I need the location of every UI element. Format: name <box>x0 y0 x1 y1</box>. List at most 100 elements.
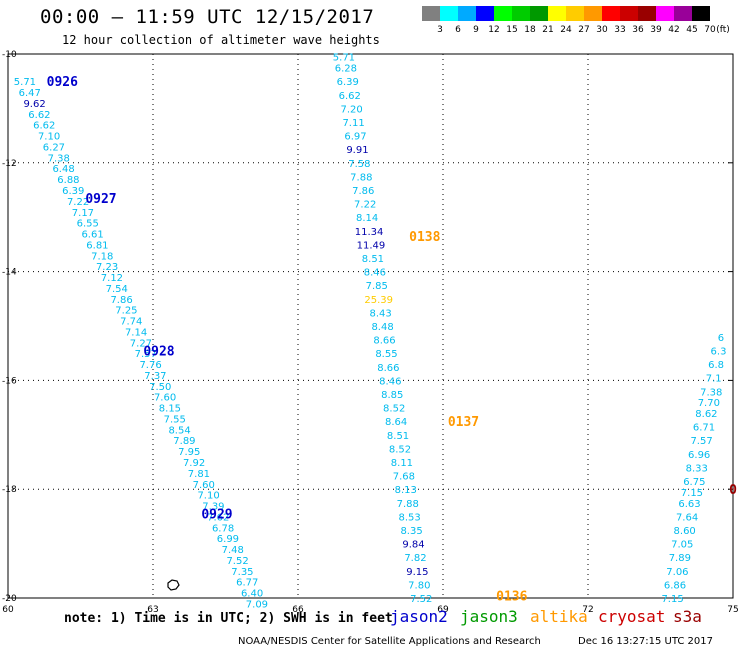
swh-value: 8.51 <box>387 431 409 442</box>
legend-swatch <box>602 6 620 21</box>
swh-value: 8.60 <box>674 526 696 537</box>
swh-value: 7.38 <box>700 387 722 398</box>
swh-value: 7.64 <box>676 512 698 523</box>
swh-value: 6.8 <box>708 360 724 371</box>
swh-value: 7.57 <box>690 436 712 447</box>
swh-value: 8.14 <box>356 213 378 224</box>
swh-value: 6.39 <box>337 77 359 88</box>
swh-value: 6.86 <box>664 580 686 591</box>
swh-value: 9.91 <box>346 145 368 156</box>
swh-value: 6.77 <box>236 578 258 589</box>
swh-value: 7.81 <box>188 469 210 480</box>
units-note: note: 1) Time is in UTC; 2) SWH is in fe… <box>64 611 393 626</box>
swh-value: 7.12 <box>101 273 123 284</box>
swh-value: 7.48 <box>222 545 244 556</box>
swh-value: 7.92 <box>183 458 205 469</box>
swh-value: 7.15 <box>661 594 683 605</box>
footer-timestamp: Dec 16 13:27:15 UTC 2017 <box>578 636 713 647</box>
swh-value: 7.10 <box>197 491 219 502</box>
swh-value: 7.95 <box>178 447 200 458</box>
satellite-name-s3a: s3a <box>673 607 702 626</box>
swh-value: 5.71 <box>333 53 355 64</box>
lon-tick-label: 75 <box>727 605 738 615</box>
swh-value: 8.35 <box>400 526 422 537</box>
legend-swatch <box>638 6 656 21</box>
swh-value: 7.22 <box>67 197 89 208</box>
swh-value: 7.18 <box>91 251 113 262</box>
swh-value: 7.88 <box>397 499 419 510</box>
lon-tick-label: 69 <box>437 605 449 615</box>
legend-label: 6 <box>455 25 461 35</box>
swh-value: 7.52 <box>410 594 432 605</box>
lat-tick-label: -20 <box>2 594 17 604</box>
swh-value: 7.74 <box>120 317 142 328</box>
lon-tick-label: 60 <box>2 605 14 615</box>
swh-value: 7.86 <box>110 295 132 306</box>
legend-label: 27 <box>578 25 590 35</box>
swh-value: 7.50 <box>149 382 171 393</box>
swh-value: 7.38 <box>48 153 70 164</box>
swh-value: 7.54 <box>106 284 128 295</box>
swh-value: 6.71 <box>693 423 715 434</box>
rodrigues-island-shape <box>167 579 180 591</box>
swh-value: 7.14 <box>125 327 147 338</box>
swh-value: 8.52 <box>389 444 411 455</box>
swh-value: 7.1 <box>706 374 722 385</box>
swh-value: 9.15 <box>406 567 428 578</box>
swh-value: 8.54 <box>168 425 190 436</box>
altimeter-tracks: 5.716.479.626.626.627.106.277.386.486.88… <box>14 53 737 611</box>
swh-value: 7.27 <box>130 338 152 349</box>
swh-value: 6.75 <box>683 477 705 488</box>
swh-value: 7.82 <box>404 553 426 564</box>
swh-value: 9.62 <box>23 99 45 110</box>
pass-time-label: 0 <box>729 483 737 498</box>
swh-value: 7.11 <box>342 118 364 129</box>
swh-value: 6 <box>718 333 724 344</box>
satellite-name-jason3: jason3 <box>460 607 518 626</box>
swh-value: 8.46 <box>364 268 386 279</box>
swh-value: 7.85 <box>366 281 388 292</box>
legend-swatch <box>584 6 602 21</box>
legend-label: 30 <box>596 25 608 35</box>
swh-value: 6.88 <box>57 175 79 186</box>
swh-value: 7.57 <box>135 349 157 360</box>
swh-value: 7.06 <box>666 567 688 578</box>
lat-tick-label: -18 <box>2 485 17 495</box>
legend-swatch <box>620 6 638 21</box>
swh-value: 6.48 <box>52 164 74 175</box>
pass-time-label: 0138 <box>409 230 440 245</box>
legend-swatch <box>512 6 530 21</box>
legend-swatch <box>494 6 512 21</box>
swh-value: 7.17 <box>72 208 94 219</box>
swh-value: 8.46 <box>379 376 401 387</box>
swh-value: 7.25 <box>115 306 137 317</box>
swh-value: 8.53 <box>399 512 421 523</box>
satellite-name-jason2: jason2 <box>390 607 448 626</box>
swh-value: 7.68 <box>393 472 415 483</box>
legend-label: 36 <box>632 25 644 35</box>
swh-value: 8.66 <box>373 336 395 347</box>
swh-value: 8.11 <box>391 458 413 469</box>
legend-label: 39 <box>650 25 662 35</box>
legend-label: 18 <box>524 25 536 35</box>
legend-swatch <box>440 6 458 21</box>
pass-time-label: 0928 <box>143 344 174 359</box>
swh-value: 6.39 <box>62 186 84 197</box>
swh-value: 25.39 <box>364 295 393 306</box>
legend-swatch <box>458 6 476 21</box>
lat-tick-label: -16 <box>2 376 17 386</box>
axis-tick-labels: 60 63 66 69 72 75-10-12-14-16-18-20 <box>2 50 739 615</box>
swh-value: 7.55 <box>164 414 186 425</box>
swh-value: 6.3 <box>711 346 727 357</box>
swh-value: 7.70 <box>698 398 720 409</box>
swh-value: 7.52 <box>226 556 248 567</box>
swh-value: 11.34 <box>355 227 384 238</box>
swh-value: 8.15 <box>159 404 181 415</box>
pass-time-label: 0929 <box>201 508 232 523</box>
swh-value: 7.09 <box>246 599 268 610</box>
legend-swatch <box>674 6 692 21</box>
legend-label: 33 <box>614 25 626 35</box>
pass-time-label: 0927 <box>85 192 116 207</box>
swh-value: 7.35 <box>231 567 253 578</box>
